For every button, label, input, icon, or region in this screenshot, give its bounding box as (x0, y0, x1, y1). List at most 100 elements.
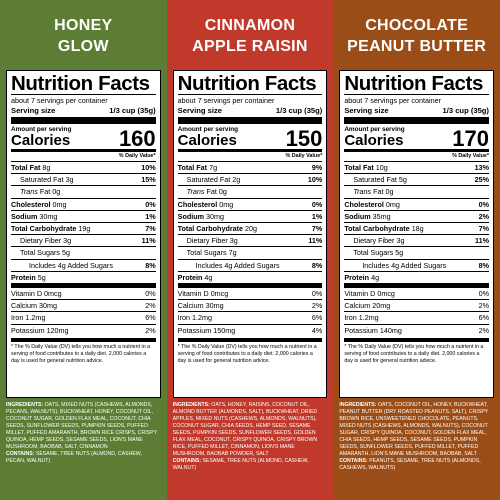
daily-value-percent: 1% (145, 211, 156, 221)
nutrient-row: Vitamin D 0mcg 0% (344, 283, 489, 299)
nutrient-row: Includes 4g Added Sugars 8% (177, 258, 323, 271)
contains-text: PEANUTS, SESAME, TREE NUTS (ALMONDS, CAS… (339, 458, 481, 471)
contains-label: CONTAINS: (6, 451, 35, 457)
nutrient-row: Vitamin D 0mcg 0% (177, 283, 323, 299)
nutrient-row: Protein 4g (177, 270, 323, 283)
nutrient-row: Total Fat 10g 13% (344, 161, 489, 173)
nutrient-row: Total Fat 7g 9% (177, 161, 323, 173)
ingredients-text: OATS, MIXED NUTS (CASHEWS, ALMONDS, PECA… (6, 402, 157, 450)
amount-per-serving: Amount per serving (344, 126, 405, 133)
nutrient-label: Sodium (177, 211, 205, 221)
daily-value-percent: 6% (311, 313, 323, 323)
daily-value-percent: 0% (478, 289, 489, 299)
daily-value-percent: 2% (145, 325, 156, 335)
daily-value-percent: 0% (311, 199, 323, 209)
nutrient-suffix: Fat 0g (37, 187, 61, 197)
nutrient-amount: 8g (42, 163, 51, 172)
nutrient-row: Calcium 30mg 2% (177, 299, 323, 311)
nutrient-suffix: Fat 0g (204, 187, 227, 197)
nutrient-label: Potassium (177, 325, 212, 335)
serving-size: Serving size 1/3 cup (35g) (344, 106, 489, 115)
ingredients-block: INGREDIENTS: OATS, HONEY, RAISINS, COCON… (173, 402, 328, 472)
nutrient-label: Total Sugars (20, 248, 60, 258)
nutrient-row: Calcium 30mg 2% (11, 299, 156, 311)
nutrient-amount: 7g (228, 248, 237, 258)
nutrient-amount: 1.2mg (25, 313, 46, 323)
nutrient-row: Potassium 120mg 2% (11, 323, 156, 336)
daily-value-percent: 4% (311, 325, 323, 335)
nutrient-amount: 19g (78, 224, 91, 234)
nutrient-amount: 20g (245, 224, 258, 234)
nutrient-amount: 4g (204, 272, 213, 282)
nutrient-rows: Total Fat 10g 13% Saturated Fat 5g 25% Trans… (344, 161, 489, 336)
nutrient-row: Trans Fat 0g (177, 185, 323, 197)
nutrient-amount: 120mg (46, 325, 69, 335)
nutrition-facts-title: Nutrition Facts (177, 72, 317, 95)
nutrient-row: Total Sugars 5g (344, 246, 489, 258)
ingredients-block: INGREDIENTS: OATS, MIXED NUTS (CASHEWS, … (6, 402, 161, 465)
daily-value-percent: 13% (474, 163, 489, 172)
nutrient-row: Sodium 30mg 1% (11, 209, 156, 222)
nutrient-row: Iron 1.2mg 6% (344, 311, 489, 323)
nutrient-row: Saturated Fat 5g 25% (344, 173, 489, 185)
calories-value: 160 (118, 126, 156, 151)
nutrition-facts-panel: Nutrition Facts about 7 servings per con… (172, 70, 328, 398)
daily-value-percent: 7% (145, 224, 156, 234)
nutrient-amount: 30mg (206, 211, 224, 221)
nutrient-label: Trans (353, 187, 372, 197)
nutrient-amount: 5g (398, 175, 407, 185)
daily-value-percent: 2% (478, 325, 489, 335)
daily-value-header: % Daily Value* (344, 149, 489, 161)
nutrient-amount: 5g (61, 248, 70, 258)
nutrient-row: Total Carbohydrate 20g 7% (177, 222, 323, 234)
divider-thick (177, 117, 323, 124)
calories-row: Calories 150 (177, 126, 323, 151)
nutrient-label: Calcium (11, 301, 37, 311)
nutrient-label: Calcium (177, 301, 204, 311)
product-column-cinnamon-apple-raisin: CINNAMON APPLE RAISIN Nutrition Facts ab… (166, 0, 334, 500)
nutrient-rows: Total Fat 8g 10% Saturated Fat 3g 15% Trans … (11, 161, 156, 336)
nutrient-amount: 0mcg (44, 289, 62, 299)
contains-text: SESAME, TREE NUTS (ALMOND, CASHEW, WALNU… (172, 458, 309, 471)
nutrient-row: Iron 1.2mg 6% (177, 311, 323, 323)
ingredients-label: INGREDIENTS: (172, 402, 210, 408)
divider (344, 94, 489, 95)
calories-row: Calories 170 (344, 126, 489, 151)
product-name: CINNAMON APPLE RAISIN (192, 17, 308, 55)
nutrient-amount: 0mg (385, 199, 400, 209)
nutrient-amount: 0mcg (210, 289, 229, 299)
nutrient-label: Total Carbohydrate (177, 224, 244, 234)
nutrient-row: Total Carbohydrate 19g 7% (11, 222, 156, 234)
ingredients-label: INGREDIENTS: (339, 402, 377, 408)
nutrient-label: Sodium (344, 211, 371, 221)
nutrient-amount: 20mg (372, 301, 391, 311)
daily-value-percent: 2% (478, 211, 489, 221)
daily-value-percent: 2% (478, 301, 489, 311)
calories-value: 150 (285, 126, 323, 151)
divider (177, 94, 323, 95)
daily-value-percent: 10% (141, 163, 156, 172)
amount-per-serving: Amount per serving (177, 126, 239, 133)
daily-value-percent: 6% (145, 313, 156, 323)
product-column-chocolate-peanut-butter: CHOCOLATE PEANUT BUTTER Nutrition Facts … (333, 0, 500, 500)
nutrient-row: Cholesterol 0mg 0% (11, 197, 156, 210)
nutrient-row: Dietary Fiber 3g 11% (344, 234, 489, 246)
nutrient-label: Cholesterol (344, 199, 384, 209)
calories-row: Calories 160 (11, 126, 156, 151)
nutrient-row: Trans Fat 0g (344, 185, 489, 197)
nutrient-row: Total Sugars 7g (177, 246, 323, 258)
nutrient-row: Iron 1.2mg 6% (11, 311, 156, 323)
nutrient-row: Saturated Fat 3g 15% (11, 173, 156, 185)
servings-per-container: about 7 servings per container (177, 96, 275, 105)
nutrient-amount: 10g (375, 163, 388, 172)
nutrient-amount: 3g (229, 236, 238, 246)
serving-size: Serving size 1/3 cup (35g) (11, 106, 156, 115)
nutrient-row: Cholesterol 0mg 0% (344, 197, 489, 210)
daily-value-percent: 8% (478, 260, 489, 270)
nutrient-label: Vitamin D (177, 289, 209, 299)
nutrient-row: Cholesterol 0mg 0% (177, 197, 323, 210)
daily-value-footnote: * The % Daily Value (DV) tells you how m… (344, 337, 489, 366)
daily-value-percent: 7% (478, 224, 489, 234)
nutrient-row: Vitamin D 0mcg 0% (11, 283, 156, 299)
